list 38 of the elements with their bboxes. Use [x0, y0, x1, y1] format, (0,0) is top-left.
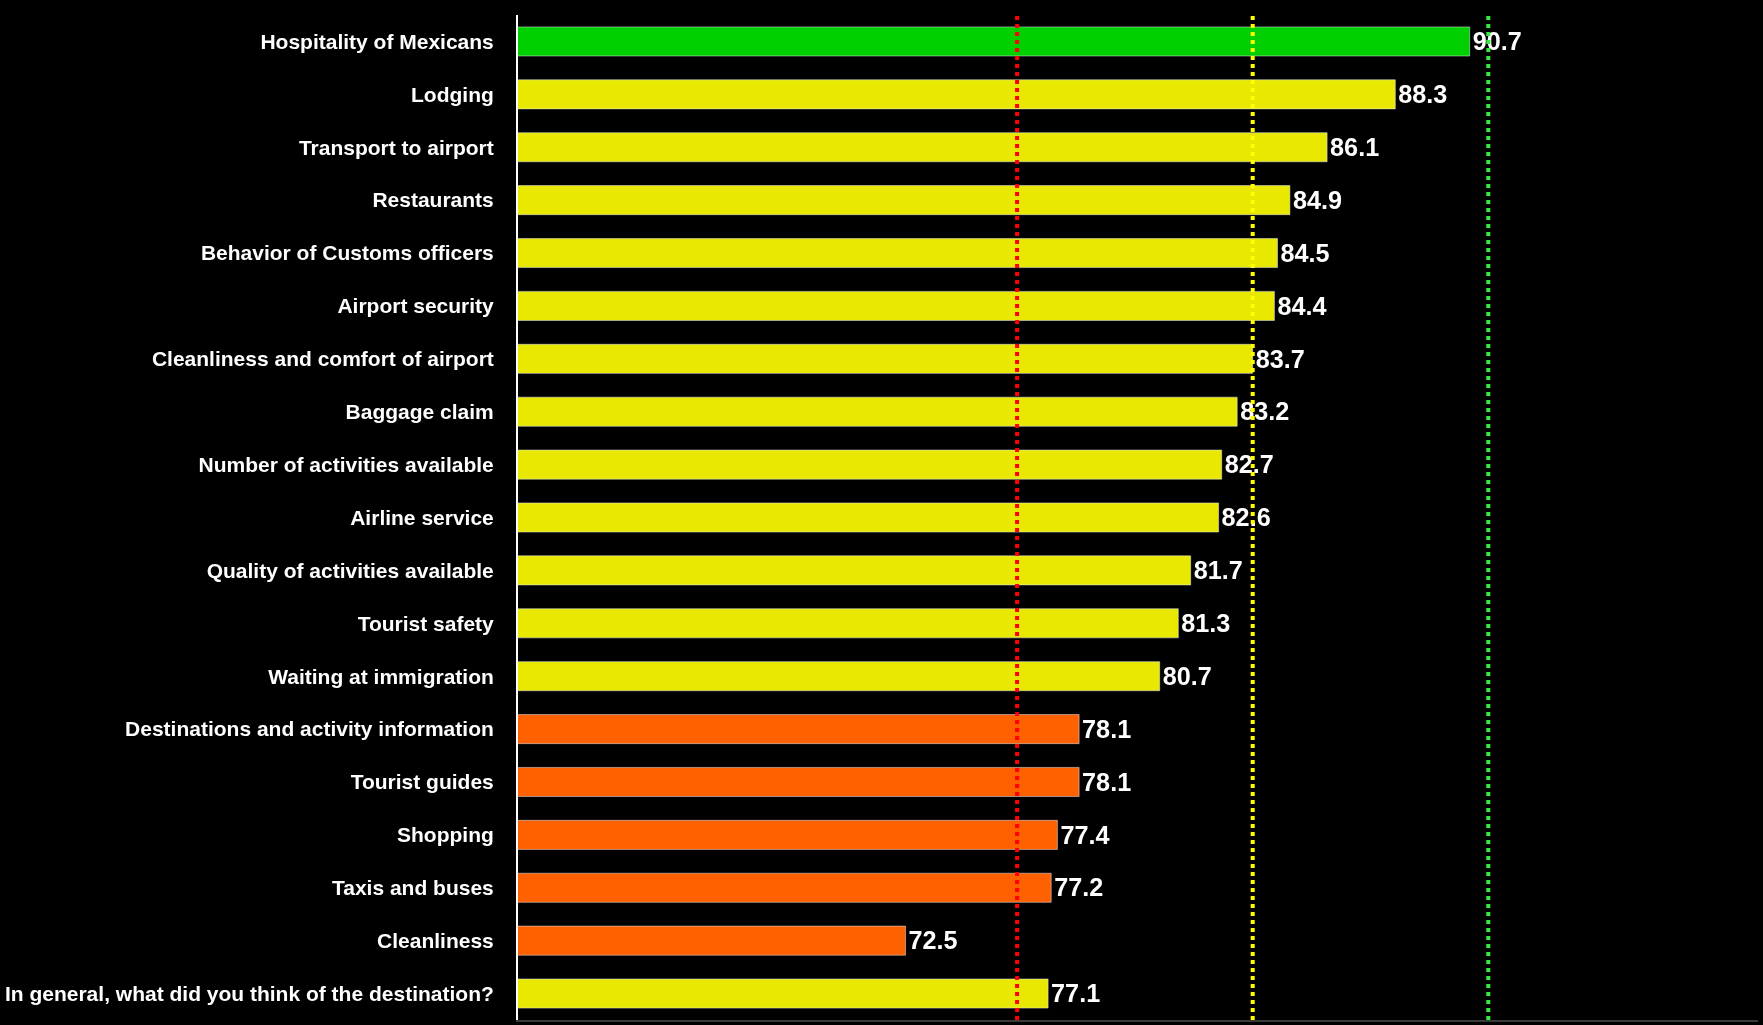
data-label: 80.7 [1162, 661, 1212, 690]
y-tick-label: Waiting at immigration [268, 664, 494, 688]
data-label: 77.2 [1054, 873, 1104, 902]
data-label: 77.4 [1060, 820, 1110, 849]
y-tick-label: Tourist guides [350, 770, 494, 794]
data-label: 84.4 [1277, 291, 1327, 320]
y-tick-label: Cleanliness [377, 929, 494, 953]
y-tick-label: Lodging [410, 82, 494, 106]
data-label: 77.1 [1051, 979, 1101, 1008]
data-label: 81.3 [1181, 609, 1231, 638]
y-tick-label: Shopping [396, 823, 494, 847]
y-tick-label: In general, what did you think of the destination? [4, 981, 494, 1005]
y-tick-label: Taxis and buses [331, 876, 494, 900]
y-tick-label: Destinations and activity information [125, 717, 494, 741]
y-tick-label: Hospitality of Mexicans [260, 29, 494, 53]
data-label: 90.7 [1472, 27, 1522, 56]
data-label: 83.2 [1240, 397, 1290, 426]
data-label: 72.5 [908, 926, 958, 955]
data-label: 81.7 [1193, 556, 1243, 585]
data-label: 86.1 [1330, 132, 1380, 161]
data-label: 84.9 [1292, 185, 1342, 214]
y-tick-label: Transport to airport [298, 135, 494, 159]
data-label: 82.6 [1221, 503, 1271, 532]
data-label: 88.3 [1398, 80, 1448, 109]
data-label: 82.7 [1224, 450, 1274, 479]
y-tick-label: Cleanliness and comfort of airport [151, 347, 494, 371]
y-tick-label: Baggage claim [345, 400, 494, 424]
y-tick-label: Behavior of Customs officers [200, 241, 494, 265]
data-label: 84.5 [1280, 238, 1330, 267]
y-tick-label: Quality of activities available [206, 558, 494, 582]
y-tick-label: Restaurants [372, 188, 494, 212]
data-label: 78.1 [1082, 767, 1132, 796]
y-tick-label: Airline service [350, 505, 494, 529]
y-tick-label: Number of activities available [198, 452, 494, 476]
y-tick-label: Tourist safety [357, 611, 495, 635]
y-tick-label: Airport security [337, 294, 495, 318]
data-label: 83.7 [1255, 344, 1305, 373]
data-label: 78.1 [1082, 714, 1132, 743]
